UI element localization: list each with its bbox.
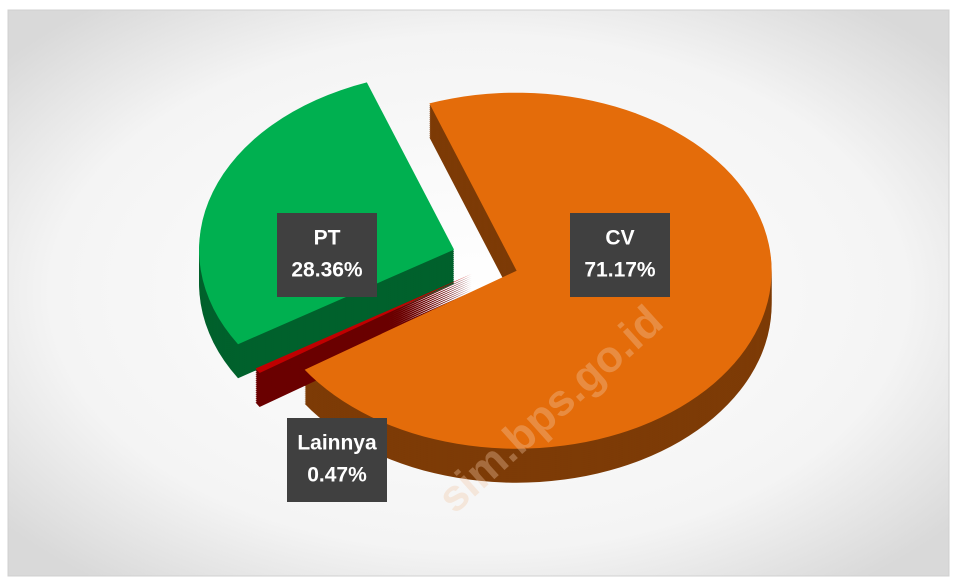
slice (255, 273, 472, 373)
label-category: CV (605, 227, 634, 250)
slice-side (255, 289, 472, 389)
label-category: PT (314, 227, 341, 250)
label-category: Lainnya (297, 432, 377, 455)
slice-side (255, 279, 472, 379)
labels: CV 71.17% Lainnya 0.47% PT 28.36% (277, 213, 670, 502)
slice-side (255, 281, 472, 381)
label-value: 71.17% (584, 259, 656, 282)
label-box (287, 418, 387, 502)
slice-side (255, 277, 472, 377)
slice-side (255, 275, 472, 375)
slice (304, 92, 772, 449)
slice-side (255, 283, 472, 383)
label-box (277, 213, 377, 297)
slice-side (255, 291, 472, 391)
label-value: 0.47% (307, 464, 367, 487)
label-value: 28.36% (291, 259, 363, 282)
slice-side (255, 285, 472, 385)
slice-side (255, 287, 472, 387)
label-box (570, 213, 670, 297)
